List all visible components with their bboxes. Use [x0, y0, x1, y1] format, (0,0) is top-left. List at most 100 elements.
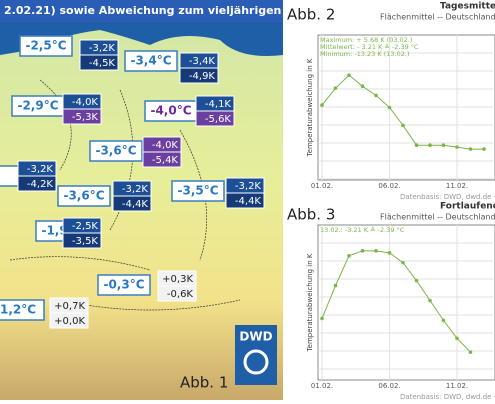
data-point: [387, 251, 392, 255]
station-deviation: +0,3K: [162, 274, 193, 285]
data-point: [428, 298, 432, 303]
data-point: [414, 278, 419, 283]
station-temp: -2,5°C: [25, 39, 66, 53]
station-temp: 1,2°C: [0, 303, 36, 317]
data-point: [468, 147, 473, 151]
data-point: [468, 350, 473, 354]
station-deviation: -3,4K: [189, 56, 216, 67]
station-deviation: -4,2K: [27, 179, 54, 190]
sea: [0, 20, 283, 56]
chart-subtitle: Flächenmittel -- Deutschland -- Al: [380, 13, 495, 22]
station-temp: -3,4°C: [130, 54, 171, 68]
logo-icon: [243, 349, 269, 375]
deviation-box: [142, 151, 182, 168]
data-point: [374, 93, 378, 98]
data-point: [320, 316, 324, 321]
x-tick-label: 06.02.: [378, 382, 400, 390]
deviation-box: [49, 312, 89, 329]
deviation-box: [62, 232, 102, 249]
data-point: [455, 145, 459, 149]
data-point: [347, 254, 351, 258]
station-deviation: -4,1K: [205, 99, 232, 110]
map: 2.02.21) sowie Abweichung zum vieljährig…: [0, 0, 322, 400]
station-temp: -0,3°C: [103, 278, 144, 292]
station-temp: -4,0°C: [150, 104, 191, 118]
deviation-box: [17, 175, 57, 192]
station-temp: -3,6°C: [63, 189, 104, 203]
station-temp: -3,6°C: [95, 144, 136, 158]
station-deviation: -0,6K: [167, 289, 194, 300]
plot-area: [317, 224, 495, 381]
station-deviation: +0,7K: [54, 301, 85, 312]
charts: Abb. 2TagesmitteltempeFlächenmittel -- D…: [287, 2, 495, 401]
legend-entry: Minimum: -13.23 K (13.02.): [320, 50, 409, 58]
station-temp: C: [0, 169, 1, 183]
data-line: [321, 250, 471, 353]
station-deviation: -3,2K: [122, 184, 149, 195]
station-deviation: -5,3K: [72, 112, 99, 123]
station-deviation: -3,2K: [235, 181, 262, 192]
footer: Datenbasis: DWD, dwd.de -- Er: [400, 193, 495, 201]
temp-box: [124, 50, 178, 72]
deviation-box: [179, 67, 219, 84]
figure-label: Abb. 3: [287, 206, 335, 224]
logo: DWD: [239, 330, 272, 344]
station-deviation: -5,4K: [152, 155, 179, 166]
station-deviation: -4,4K: [122, 199, 149, 210]
data-point: [441, 318, 446, 323]
y-axis-label: Temperaturabweichung in K: [306, 253, 314, 352]
deviation-box: [225, 192, 265, 209]
legend-entry: 13.02.: -3.21 K ≙ -2.39 °C: [320, 226, 405, 234]
data-point: [455, 336, 459, 341]
x-tick-label: 11.02.: [446, 182, 468, 190]
station-deviation: -3,2K: [27, 164, 54, 175]
chart-subtitle: Flächenmittel -- Deutschland -- Al: [380, 213, 495, 222]
data-point: [360, 84, 365, 89]
data-point: [333, 283, 338, 288]
station-deviation: -3,5K: [72, 236, 99, 247]
station-deviation: -4,0K: [152, 140, 179, 151]
temp-box: [57, 185, 111, 207]
x-tick-label: 01.02.: [311, 182, 333, 190]
x-tick-label: 01.02.: [311, 382, 333, 390]
station-deviation: -3,2K: [89, 43, 116, 54]
station-deviation: -2,5K: [72, 221, 99, 232]
stations: -2,5°C -3,2K -4,5K -3,4°C -3,4K -4,9K -2,9°C -4…: [0, 35, 265, 329]
station-deviation: -4,9K: [189, 71, 216, 82]
data-point: [360, 249, 365, 253]
title-bar: [0, 0, 283, 22]
data-point: [441, 143, 446, 147]
x-tick-label: 11.02.: [446, 382, 468, 390]
station-temp: -2,9°C: [17, 99, 58, 113]
data-point: [374, 249, 378, 253]
data-point: [347, 73, 351, 77]
temp-box: [89, 140, 143, 162]
station-deviation: -5,6K: [205, 114, 232, 125]
logo-box: [235, 325, 277, 385]
map-title: 2.02.21) sowie Abweichung zum vieljährig…: [4, 4, 322, 17]
temp-box: [97, 274, 151, 296]
y-axis-label: Temperaturabweichung in K: [306, 58, 314, 157]
station-deviation: -4,5K: [89, 58, 116, 69]
map-caption: Abb. 1: [180, 374, 228, 392]
temp-box: [19, 35, 73, 57]
data-point: [401, 260, 405, 265]
deviation-box: [79, 54, 119, 71]
station-deviation: +0,0K: [54, 316, 85, 327]
station-deviation: -4,4K: [235, 196, 262, 207]
legend-entry: Mittelwert: - 3.21 K ≙ -2.39 °C: [320, 43, 419, 51]
data-point: [333, 86, 338, 90]
figure-label: Abb. 2: [287, 6, 335, 24]
station-temp: -3,5°C: [177, 184, 218, 198]
data-point: [387, 105, 392, 110]
x-tick-label: 06.02.: [378, 182, 400, 190]
data-point: [320, 103, 324, 107]
chart-title: Tagesmitteltempe: [440, 2, 495, 12]
data-point: [428, 143, 432, 147]
chart-title: Fortlaufende Mittelter: [440, 202, 495, 212]
station-deviation: -4,0K: [72, 97, 99, 108]
footer: Datenbasis: DWD, dwd.de -- Er: [400, 393, 495, 400]
deviation-box: [157, 285, 197, 302]
